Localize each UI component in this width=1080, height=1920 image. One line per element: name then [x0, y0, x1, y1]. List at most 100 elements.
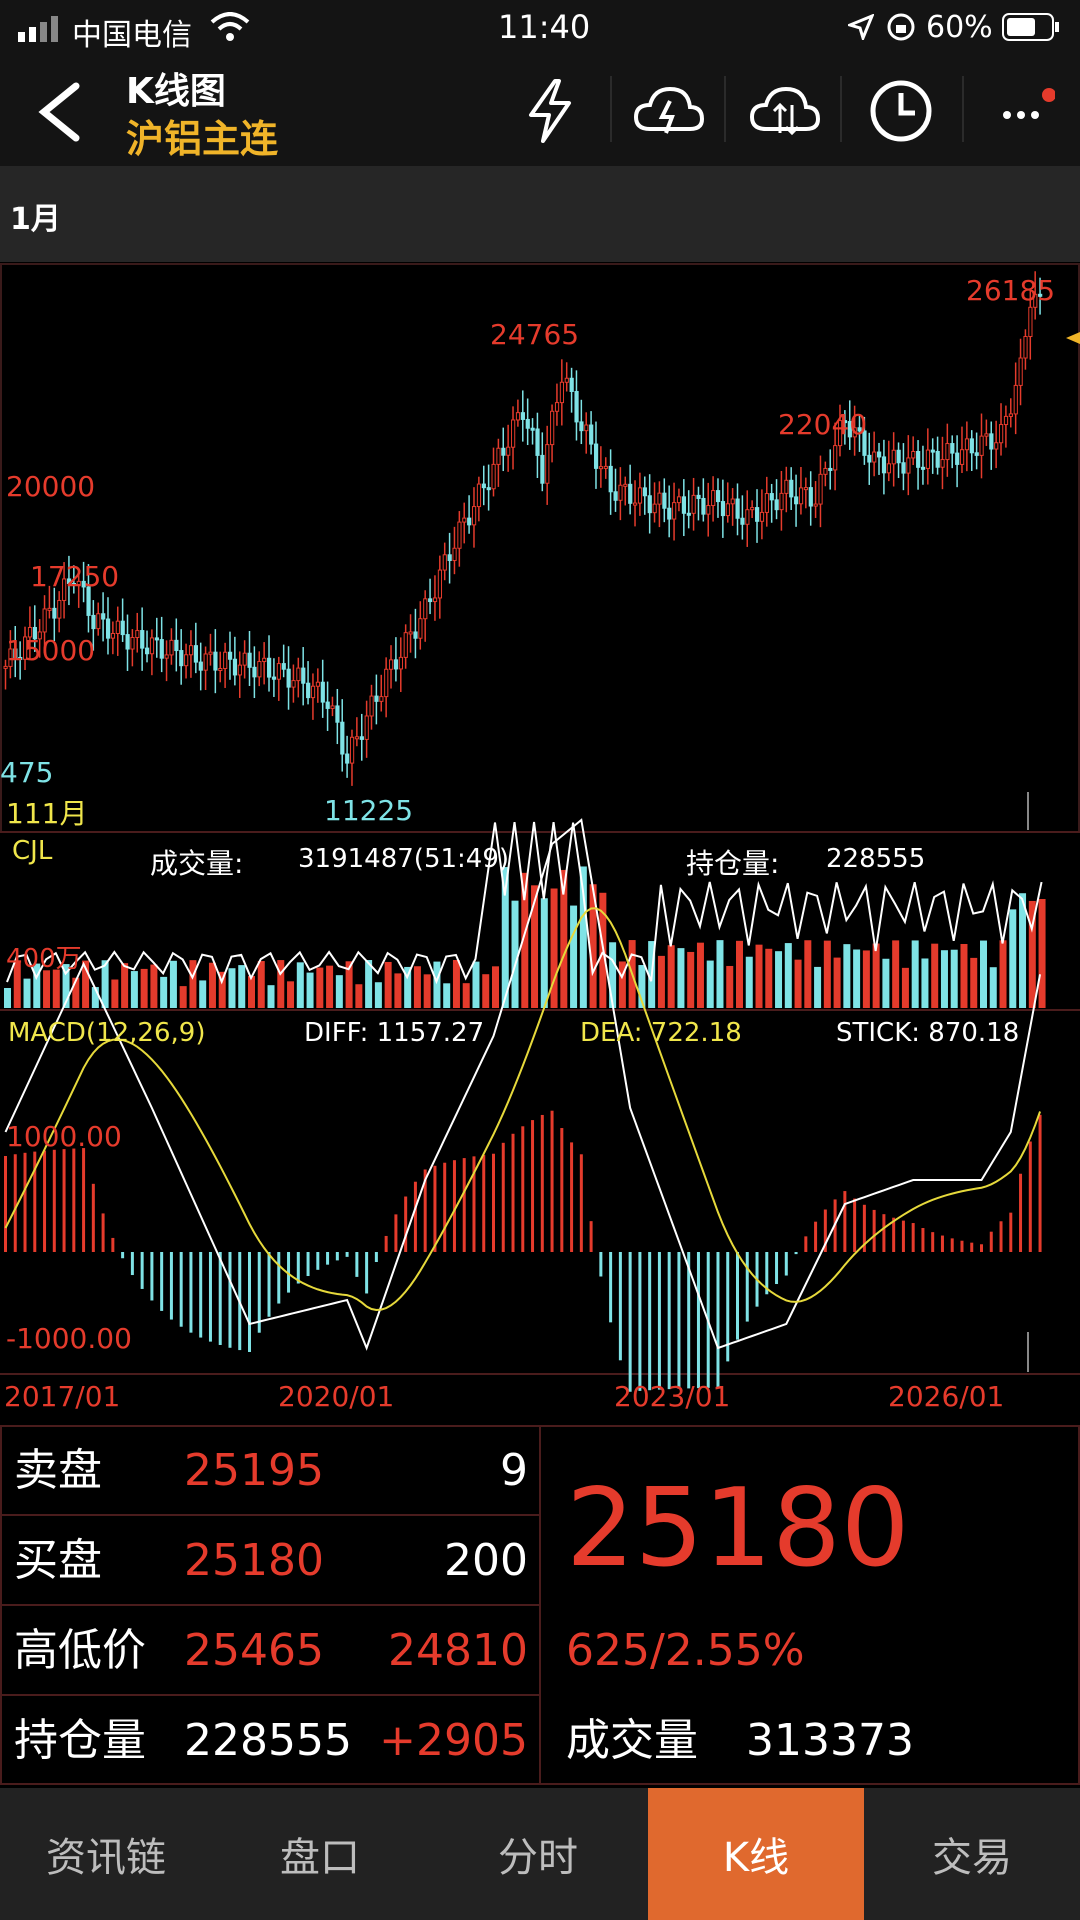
volume-bar [121, 963, 129, 1008]
candle-body [515, 412, 521, 421]
macd-bar [931, 1232, 935, 1252]
tab-order-book[interactable]: 盘口 [280, 1835, 360, 1881]
candle-body [325, 701, 330, 709]
volume-bar [833, 957, 841, 1008]
candle-body [696, 494, 701, 499]
macd-bar [91, 1183, 95, 1252]
peak-label: 17250 [30, 560, 120, 593]
volume-bar [521, 872, 529, 1008]
macd-bar [882, 1214, 886, 1252]
volume-bar [179, 986, 187, 1008]
period-selector[interactable]: 1月 [0, 166, 1080, 262]
volume-bar [745, 956, 753, 1008]
macd-bar [814, 1221, 818, 1252]
candle-body [989, 433, 994, 450]
candle-body [232, 658, 238, 676]
candle-body [262, 657, 267, 663]
tab-trade[interactable]: 交易 [932, 1835, 1012, 1881]
macd-bar [892, 1217, 896, 1252]
nav-separator [724, 76, 726, 142]
volume-bar [218, 971, 226, 1008]
volume-bar [814, 966, 822, 1008]
volume-bar [862, 950, 870, 1008]
candle-body [984, 433, 989, 437]
candle-body [271, 676, 277, 680]
macd-bar [140, 1252, 144, 1289]
macd-bar [443, 1162, 447, 1252]
macd-bar [23, 1152, 27, 1252]
candle-body [66, 578, 72, 585]
candle-body [384, 668, 389, 698]
macd-bar [872, 1209, 876, 1252]
more-icon[interactable] [980, 66, 1070, 156]
macd-bar [13, 1154, 17, 1252]
chart-canvas[interactable] [0, 262, 1080, 1412]
candle-body [794, 496, 799, 505]
peak-label: 22040 [778, 408, 868, 441]
tab-kline[interactable]: K线 [648, 1788, 864, 1920]
macd-bar [540, 1114, 544, 1252]
macd-bar [921, 1228, 925, 1252]
cloud-lightning-icon[interactable] [624, 66, 714, 156]
volume-bar [940, 950, 948, 1008]
candle-body [711, 490, 716, 507]
volume-bar [257, 961, 265, 1008]
tab-news-chain[interactable]: 资讯链 [46, 1835, 166, 1881]
quote-grid [0, 1425, 1080, 1785]
signal-icon [18, 16, 58, 42]
candle-body [530, 427, 535, 431]
macd-bar [169, 1252, 173, 1320]
volume-bar [13, 960, 21, 1008]
macd-tick-label: 1000.00 [6, 1120, 122, 1153]
volume-bar [33, 963, 41, 1008]
macd-bar [462, 1158, 466, 1252]
peak-label: 26185 [966, 274, 1056, 307]
volume-bar [208, 962, 216, 1008]
macd-bar [862, 1204, 866, 1252]
price-change: 625/2.55% [566, 1625, 805, 1676]
nav-separator [610, 76, 612, 142]
candle-body [218, 668, 223, 672]
volume-bar [443, 983, 451, 1008]
volume-bar [277, 960, 285, 1008]
candle-body [198, 661, 203, 671]
candle-body [310, 685, 316, 699]
volume-bar [189, 960, 197, 1008]
back-icon[interactable] [34, 82, 84, 142]
candle-body [447, 554, 452, 562]
date-tick-label: 2017/01 [4, 1380, 121, 1413]
candle-body [1033, 293, 1038, 308]
location-icon [848, 14, 874, 40]
contract-name: 沪铝主连 [126, 117, 279, 161]
buy-price: 25180 [184, 1535, 324, 1586]
kline-chart[interactable]: 20000 15000 475 111月 17250 24765 22040 2… [0, 262, 1080, 1413]
volume-bar [872, 943, 880, 1008]
volume-bar [423, 974, 431, 1008]
macd-bar [4, 1156, 7, 1252]
macd-bar [228, 1252, 232, 1348]
date-tick-label: 2020/01 [278, 1380, 395, 1413]
candle-body [359, 736, 364, 740]
macd-bar [775, 1252, 779, 1285]
macd-bar [121, 1252, 125, 1259]
macd-histogram [4, 1110, 1042, 1392]
candle-body [145, 647, 150, 655]
volume-bar [150, 964, 158, 1008]
candle-body [681, 496, 687, 514]
candle-body [135, 630, 140, 639]
clock-icon[interactable] [856, 66, 946, 156]
macd-bar [433, 1165, 437, 1252]
cloud-sync-icon[interactable] [740, 66, 830, 156]
flash-icon[interactable] [505, 66, 595, 156]
macd-bar [296, 1252, 300, 1284]
macd-bar [413, 1181, 417, 1252]
macd-bar [452, 1160, 456, 1252]
candle-body [393, 659, 399, 670]
macd-bar [1038, 1114, 1042, 1252]
candle-body [574, 390, 579, 423]
candle-body [652, 503, 657, 514]
tab-intraday[interactable]: 分时 [498, 1835, 578, 1881]
candle-body [589, 424, 594, 445]
candle-body [174, 639, 179, 652]
macd-bar [374, 1252, 378, 1263]
